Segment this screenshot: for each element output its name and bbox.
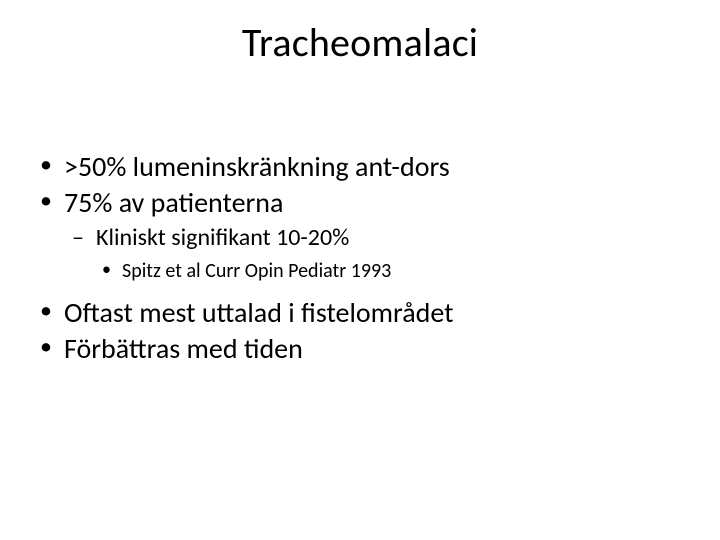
- bullet-list: >50% lumeninskränkning ant-dors 75% av p…: [38, 150, 680, 366]
- bullet-l1: Oftast mest uttalad i fistelområdet: [38, 296, 680, 330]
- bullet-l2: Kliniskt signifikant 10-20%: [68, 223, 680, 254]
- slide-body: >50% lumeninskränkning ant-dors 75% av p…: [38, 150, 680, 368]
- slide-title: Tracheomalaci: [0, 18, 720, 67]
- bullet-l1: >50% lumeninskränkning ant-dors: [38, 150, 680, 184]
- slide: Tracheomalaci >50% lumeninskränkning ant…: [0, 0, 720, 540]
- bullet-l1: Förbättras med tiden: [38, 332, 680, 366]
- bullet-l3: Spitz et al Curr Opin Pediatr 1993: [100, 258, 680, 284]
- bullet-l1: 75% av patienterna: [38, 186, 680, 220]
